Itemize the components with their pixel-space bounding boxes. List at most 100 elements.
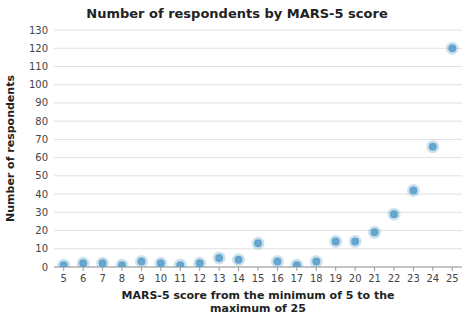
x-tick-label: 22 — [388, 273, 401, 284]
point — [293, 261, 301, 267]
x-tick — [83, 267, 84, 271]
x-tick-label: 14 — [232, 273, 245, 284]
point — [409, 186, 417, 194]
x-tick — [277, 267, 278, 271]
x-tick-label: 17 — [290, 273, 303, 284]
y-tick-label: 90 — [35, 97, 48, 108]
x-tick — [394, 267, 395, 271]
y-tick-label: 120 — [29, 43, 48, 54]
y-tick-label: 80 — [35, 116, 48, 127]
x-tick — [296, 267, 297, 271]
x-tick — [180, 267, 181, 271]
x-tick — [63, 267, 64, 271]
chart-container: 0 10 20 30 40 50 60 70 80 90 100 110 120 130 5 6 7 8 9 10 11… — [0, 0, 474, 327]
y-grid-line — [54, 84, 462, 85]
point — [448, 44, 456, 52]
axes: 0 10 20 30 40 50 60 70 80 90 100 110 120 130 5 6 7 8 9 10 11… — [29, 25, 462, 285]
point — [235, 256, 243, 264]
y-grid-line — [54, 102, 462, 103]
y-grid-line — [54, 121, 462, 122]
x-axis-label-line: MARS-5 score from the minimum of 5 to th… — [122, 289, 395, 302]
x-tick-label: 21 — [368, 273, 381, 284]
y-tick-label: 110 — [29, 61, 48, 72]
x-tick — [199, 267, 200, 271]
point — [273, 258, 281, 266]
x-tick — [258, 267, 259, 271]
x-tick-label: 25 — [446, 273, 459, 284]
x-tick — [219, 267, 220, 271]
y-grid-line — [54, 230, 462, 231]
x-tick-label: 5 — [61, 273, 67, 284]
x-tick — [316, 267, 317, 271]
y-axis-label: Number of respondents — [4, 75, 17, 222]
y-tick-label: 60 — [35, 152, 48, 163]
x-tick — [122, 267, 123, 271]
y-tick-label: 0 — [42, 262, 48, 273]
point — [176, 261, 184, 267]
point — [196, 259, 204, 267]
x-tick-label: 13 — [213, 273, 226, 284]
y-tick-label: 130 — [29, 25, 48, 36]
x-axis-label: MARS-5 score from the minimum of 5 to th… — [122, 289, 395, 315]
y-grid-line — [54, 139, 462, 140]
y-tick-label: 70 — [35, 134, 48, 145]
y-grid-line — [54, 267, 462, 268]
x-tick — [355, 267, 356, 271]
x-tick-label: 11 — [174, 273, 187, 284]
x-tick — [432, 267, 433, 271]
point — [390, 210, 398, 218]
point — [312, 258, 320, 266]
x-tick — [413, 267, 414, 271]
point — [157, 259, 165, 267]
y-tick-label: 50 — [35, 170, 48, 181]
x-tick — [335, 267, 336, 271]
x-tick-label: 6 — [80, 273, 86, 284]
x-tick-label: 12 — [193, 273, 206, 284]
x-tick-label: 15 — [252, 273, 265, 284]
point — [118, 261, 126, 267]
x-tick — [238, 267, 239, 271]
x-axis-label-line: maximum of 25 — [210, 302, 306, 315]
point — [79, 259, 87, 267]
y-tick-label: 10 — [35, 243, 48, 254]
x-tick-label: 10 — [154, 273, 167, 284]
x-tick — [102, 267, 103, 271]
y-tick-label: 20 — [35, 225, 48, 236]
x-tick — [374, 267, 375, 271]
y-grid-line — [54, 157, 462, 158]
y-tick-label: 30 — [35, 207, 48, 218]
x-tick-label: 9 — [138, 273, 144, 284]
y-tick-label: 40 — [35, 189, 48, 200]
point — [60, 261, 68, 267]
points — [60, 44, 457, 267]
point — [429, 143, 437, 151]
title: Number of respondents by MARS-5 score — [86, 6, 388, 21]
point — [99, 259, 107, 267]
y-grid-line — [54, 212, 462, 213]
x-tick-label: 18 — [310, 273, 323, 284]
x-axis-line — [54, 267, 462, 268]
point — [351, 237, 359, 245]
x-tick-label: 23 — [407, 273, 420, 284]
point — [215, 254, 223, 262]
y-grid-line — [54, 48, 462, 49]
x-tick-label: 8 — [119, 273, 125, 284]
x-tick — [452, 267, 453, 271]
point — [371, 228, 379, 236]
x-tick — [160, 267, 161, 271]
x-tick-label: 19 — [329, 273, 342, 284]
point — [137, 258, 145, 266]
y-grid-line — [54, 30, 462, 31]
chart: 0 10 20 30 40 50 60 70 80 90 100 110 120 130 5 6 7 8 9 10 11… — [0, 0, 474, 327]
y-grid-line — [54, 175, 462, 176]
x-tick-label: 7 — [99, 273, 105, 284]
y-grid-line — [54, 194, 462, 195]
x-tick-label: 24 — [426, 273, 439, 284]
point — [332, 237, 340, 245]
x-tick — [141, 267, 142, 271]
y-tick-label: 100 — [29, 79, 48, 90]
x-tick-label: 20 — [349, 273, 362, 284]
point — [254, 239, 262, 247]
y-grid-line — [54, 66, 462, 67]
x-tick-label: 16 — [271, 273, 284, 284]
